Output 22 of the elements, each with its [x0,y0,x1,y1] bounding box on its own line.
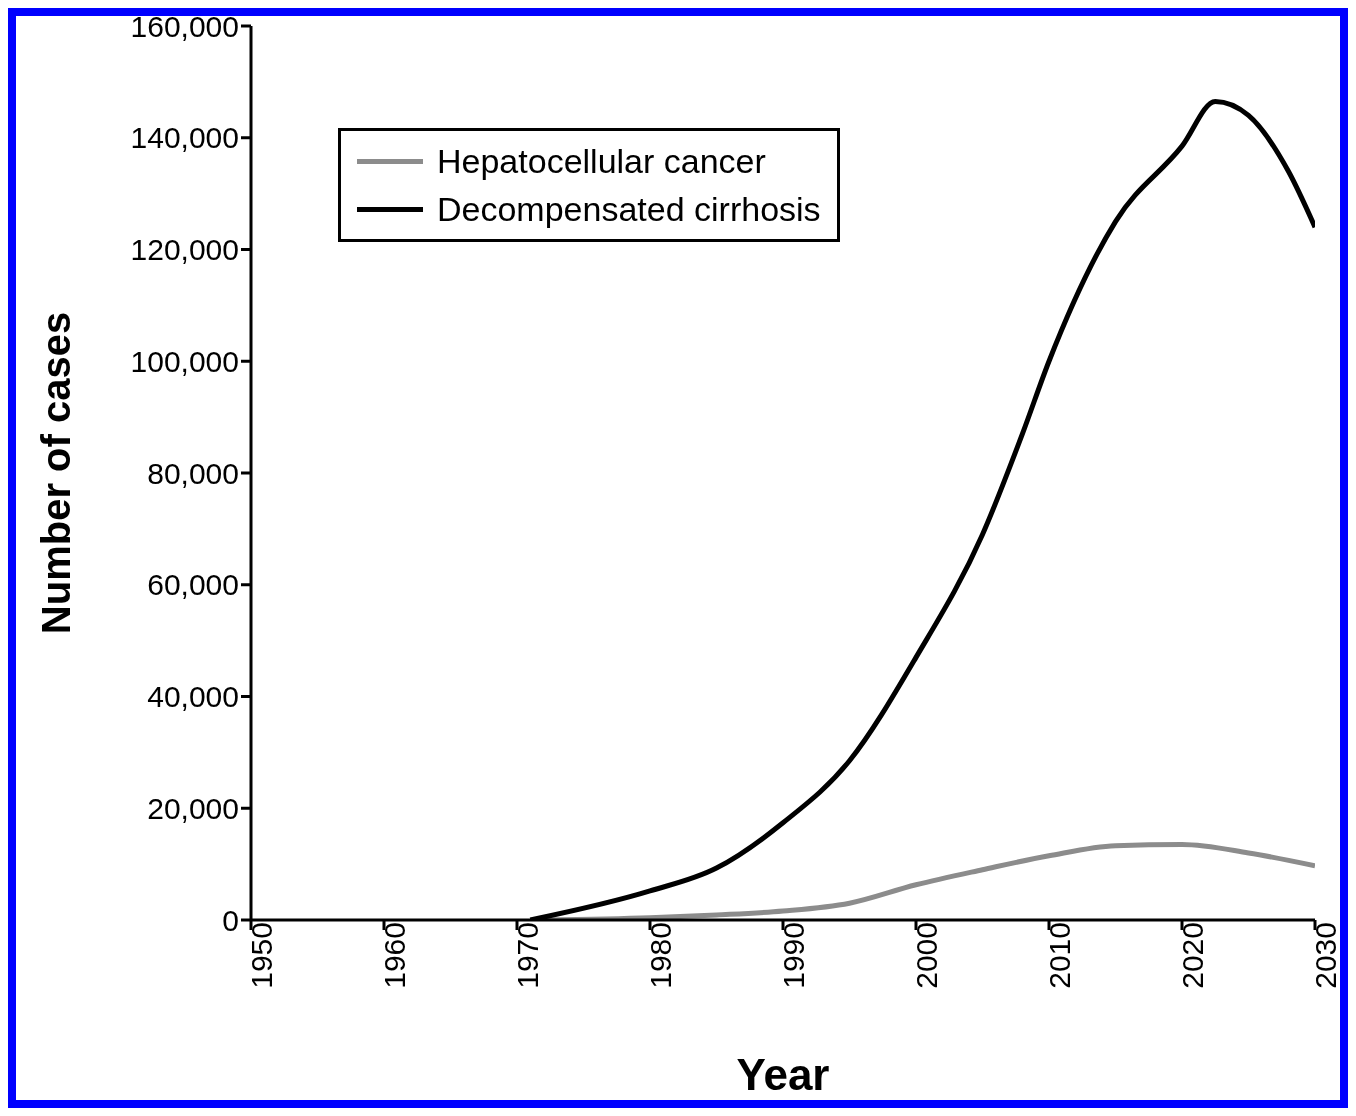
y-tick-label: 160,000 [130,9,239,43]
legend-label: Hepatocellular cancer [437,141,766,182]
y-tick-label: 60,000 [147,568,239,602]
y-tick-label: 120,000 [130,233,239,267]
x-tick-label: 2020 [1176,922,1210,989]
x-tick-label: 2000 [910,922,944,989]
x-axis-title: Year [736,1050,830,1099]
y-tick-label: 80,000 [147,456,239,490]
y-tick-label: 140,000 [130,121,239,155]
x-tick-label: 1980 [644,922,678,989]
x-tick-label: 2010 [1043,922,1077,989]
x-tick-label: 1970 [511,922,545,989]
x-tick-label: 1960 [378,922,412,989]
x-tick-label: 1990 [777,922,811,989]
legend-label: Decompensated cirrhosis [437,189,821,230]
y-tick-label: 100,000 [130,344,239,378]
x-tick-label: 1950 [245,922,279,989]
x-tick-label: 2030 [1309,922,1343,989]
y-tick-label: 0 [222,903,239,937]
y-tick-label: 20,000 [147,791,239,825]
y-axis-title: Number of cases [34,311,79,635]
y-tick-label: 40,000 [147,680,239,714]
